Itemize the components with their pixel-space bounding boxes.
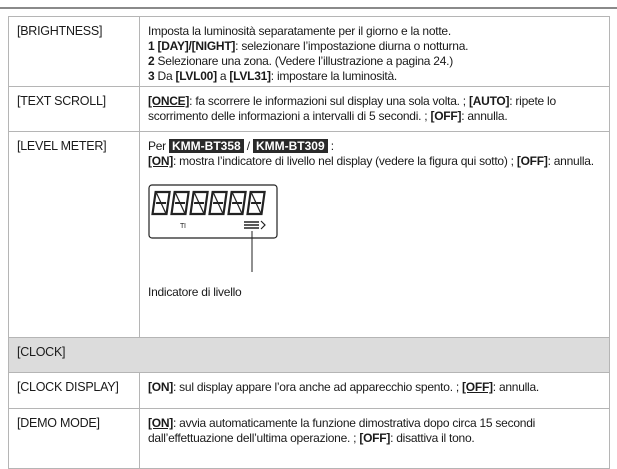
setting-label: [CLOCK] [8, 337, 610, 373]
text-run: [OFF] [430, 109, 462, 123]
text-run: : disattiva il tono. [390, 431, 475, 445]
setting-label: [TEXT SCROLL] [8, 86, 140, 132]
segment-char [246, 190, 266, 216]
segment-char [208, 190, 228, 216]
segment-diag [231, 192, 243, 214]
text-run: : selezionare l’impostazione diurna o no… [235, 39, 469, 53]
setting-description: Imposta la luminosità separatamente per … [139, 16, 610, 87]
segment-diag [155, 192, 167, 214]
text-run: [ON] [148, 416, 173, 430]
setting-label: [CLOCK DISPLAY] [8, 372, 140, 409]
text-run: : avvia automaticamente la funzione dimo… [148, 416, 536, 445]
description-line: 1 [DAY]/[NIGHT]: selezionare l’impostazi… [148, 39, 601, 54]
description-line: [ON]: avvia automaticamente la funzione … [148, 416, 601, 446]
text-run: Per [148, 139, 170, 153]
table-row: [DEMO MODE] [ON]: avvia automaticamente l… [8, 408, 610, 469]
setting-label: [BRIGHTNESS] [8, 16, 140, 87]
text-run: : impostare la luminosità. [270, 69, 398, 83]
text-run: [OFF] [359, 431, 391, 445]
text-run: : [327, 139, 334, 153]
setting-description: [ON]: avvia automaticamente la funzione … [139, 408, 610, 469]
table-row: [LEVEL METER] Per KMM-BT358 / KMM-BT309 :… [8, 131, 610, 338]
segment-char [170, 190, 190, 216]
level-arrow [260, 220, 266, 230]
display-indicator-label: TI [180, 223, 186, 230]
text-run: : ripete lo scorrimento delle informazio… [148, 94, 556, 123]
text-run: [ON] [148, 380, 173, 394]
text-run: [DAY]/[NIGHT] [154, 39, 236, 53]
segment-diag [174, 192, 186, 214]
page: {"rows":[ {"label":"[BRIGHTNESS]","lines… [0, 7, 617, 469]
segment-char [227, 190, 247, 216]
top-rule [0, 7, 617, 9]
setting-description: [ON]: sul display appare l’ora anche ad … [139, 372, 610, 409]
text-run: : annulla. [461, 109, 508, 123]
text-run: 3 [148, 69, 155, 83]
description-line: [ON]: sul display appare l’ora anche ad … [148, 380, 601, 395]
text-run: [LVL31] [229, 69, 271, 83]
text-run: : sul display appare l’ora anche ad appa… [173, 380, 463, 394]
text-run: : mostra l’indicatore di livello nel dis… [173, 154, 517, 168]
text-run: [ONCE] [148, 94, 190, 108]
figure-caption: Indicatore di livello [148, 285, 242, 299]
text-run: [OFF] [516, 154, 548, 168]
setting-label: [DEMO MODE] [8, 408, 140, 469]
description-line: [ONCE]: fa scorrere le informazioni sul … [148, 94, 601, 124]
model-badge: KMM-BT309 [252, 139, 328, 153]
settings-table: [BRIGHTNESS] Imposta la luminosità separa… [8, 16, 610, 469]
segment-diag [212, 192, 224, 214]
text-run: Selezionare una zona. (Vedere l’illustra… [154, 54, 454, 68]
table-row: [CLOCK] [8, 337, 610, 373]
display-illustration: TI [148, 184, 278, 272]
text-run: 1 [148, 39, 155, 53]
segment-char [189, 190, 209, 216]
description-line: Imposta la luminosità separatamente per … [148, 24, 601, 39]
description-line: [ON]: mostra l’indicatore di livello nel… [148, 154, 601, 169]
description-line: 3 Da [LVL00] a [LVL31]: impostare la lum… [148, 69, 601, 84]
text-run: [LVL00] [175, 69, 217, 83]
text-run: 2 [148, 54, 155, 68]
text-run: : fa scorrere le informazioni sul displa… [189, 94, 469, 108]
text-run: Da [154, 69, 176, 83]
text-run: / [243, 139, 253, 153]
setting-description: Per KMM-BT358 / KMM-BT309 : [ON]: mostra … [139, 131, 610, 338]
text-run: : annulla. [492, 380, 539, 394]
table-row: [TEXT SCROLL] [ONCE]: fa scorrere le info… [8, 86, 610, 132]
model-badge: KMM-BT358 [169, 139, 244, 153]
text-run: [ON] [148, 154, 173, 168]
text-run: Imposta la luminosità separatamente per … [148, 24, 451, 38]
display-figure: TI [148, 175, 601, 291]
description-line: 2 Selezionare una zona. (Vedere l’illust… [148, 54, 601, 69]
description-line: Per KMM-BT358 / KMM-BT309 : [148, 139, 601, 154]
setting-label: [LEVEL METER] [8, 131, 140, 338]
table-row: [CLOCK DISPLAY] [ON]: sul display appare … [8, 372, 610, 409]
table-row: [BRIGHTNESS] Imposta la luminosità separa… [8, 16, 610, 87]
text-run: a [216, 69, 230, 83]
segment-diag [250, 192, 262, 214]
text-run: [OFF] [462, 380, 493, 394]
table-body: [BRIGHTNESS] Imposta la luminosità separa… [8, 16, 610, 469]
text-run: [AUTO] [468, 94, 510, 108]
segment-diag [193, 192, 205, 214]
setting-description: [ONCE]: fa scorrere le informazioni sul … [139, 86, 610, 132]
text-run: : annulla. [547, 154, 594, 168]
segment-char [151, 190, 171, 216]
